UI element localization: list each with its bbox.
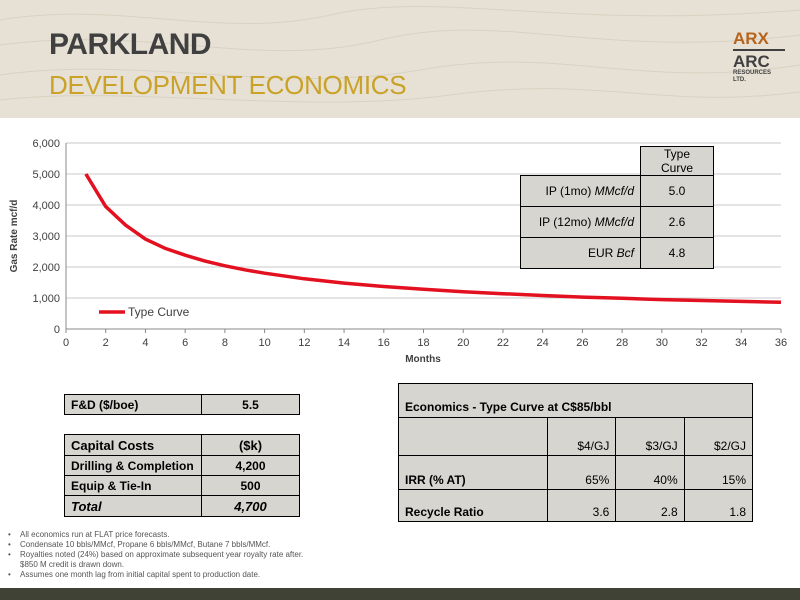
capital-total-label: Total bbox=[64, 495, 202, 517]
footnote-item: • Assumes one month lag from initial capi… bbox=[8, 570, 261, 579]
x-tick-label: 20 bbox=[457, 337, 469, 349]
x-tick-label: 16 bbox=[378, 337, 390, 349]
x-tick-label: 0 bbox=[63, 337, 69, 349]
economics-col-header: $2/GJ bbox=[683, 417, 754, 456]
x-tick-label: 8 bbox=[222, 337, 228, 349]
type-curve-line bbox=[84, 173, 782, 305]
economics-table: Economics - Type Curve at C$85/bbl $4/GJ… bbox=[398, 383, 754, 522]
capital-total-value: 4,700 bbox=[201, 495, 300, 517]
x-tick-label: 28 bbox=[616, 337, 628, 349]
economics-cell: 2.8 bbox=[615, 489, 685, 522]
y-tick-label: 3,000 bbox=[32, 231, 60, 243]
logo-arx-text: ARX bbox=[733, 29, 769, 48]
row-label: IP (1mo) bbox=[545, 184, 595, 198]
row-label: IP (12mo) bbox=[538, 215, 595, 229]
x-tick-label: 12 bbox=[298, 337, 310, 349]
economics-col-header: $3/GJ bbox=[615, 417, 685, 456]
page-subtitle: DEVELOPMENT ECONOMICS bbox=[49, 70, 407, 100]
y-tick-label: 2,000 bbox=[32, 262, 60, 274]
x-tick-label: 30 bbox=[656, 337, 668, 349]
footnotes: • All economics run at FLAT price forecas… bbox=[8, 530, 303, 580]
y-axis-label: Gas Rate mcf/d bbox=[9, 200, 20, 273]
logo-sub1: RESOURCES bbox=[733, 70, 772, 76]
capital-header-value: ($k) bbox=[201, 434, 300, 456]
capital-row-value: 4,200 bbox=[201, 455, 300, 476]
fd-label: F&D ($/boe) bbox=[64, 394, 202, 415]
legend-label: Type Curve bbox=[128, 305, 190, 319]
x-tick-label: 24 bbox=[537, 337, 549, 349]
x-tick-label: 10 bbox=[258, 337, 270, 349]
economics-col-header: $4/GJ bbox=[546, 417, 617, 456]
capital-costs-table: Capital Costs ($k) Drilling & Completion… bbox=[64, 434, 300, 517]
table-row: Equip & Tie-In 500 bbox=[64, 475, 300, 496]
economics-title: Economics - Type Curve at C$85/bbl bbox=[398, 383, 753, 418]
x-axis-ticks: 0 2 4 6 8 10 12 14 16 18 20 22 24 26 28 30 32 34 36 bbox=[63, 329, 787, 349]
y-tick-label: 0 bbox=[54, 324, 60, 336]
x-tick-label: 6 bbox=[182, 337, 188, 349]
x-tick-label: 4 bbox=[142, 337, 148, 349]
y-tick-label: 1,000 bbox=[32, 293, 60, 305]
chart-legend: Type Curve bbox=[99, 305, 190, 319]
table-row: IRR (% AT) 65% 40% 15% bbox=[398, 455, 754, 490]
economics-cell: 65% bbox=[546, 455, 617, 490]
economics-cell: 40% bbox=[615, 455, 685, 490]
table-row: Total 4,700 bbox=[64, 495, 300, 517]
x-tick-label: 18 bbox=[417, 337, 429, 349]
row-value: 5.0 bbox=[640, 175, 714, 207]
footer-bar bbox=[0, 588, 800, 600]
capital-row-value: 500 bbox=[201, 475, 300, 496]
footnote-item: • Condensate 10 bbls/MMcf, Propane 6 bbls… bbox=[8, 540, 271, 549]
economics-cell: 1.8 bbox=[683, 489, 754, 522]
y-tick-label: 6,000 bbox=[32, 138, 60, 150]
row-value: 2.6 bbox=[640, 206, 714, 238]
capital-row-label: Equip & Tie-In bbox=[64, 475, 202, 496]
table-row: IP (1mo) MMcf/d 5.0 bbox=[520, 175, 714, 207]
x-tick-label: 22 bbox=[497, 337, 509, 349]
row-unit: Bcf bbox=[616, 246, 634, 260]
type-curve-table-header: Type Curve bbox=[640, 146, 714, 176]
economics-row-label: IRR (% AT) bbox=[398, 455, 548, 490]
x-tick-label: 14 bbox=[338, 337, 350, 349]
table-row: Recycle Ratio 3.6 2.8 1.8 bbox=[398, 489, 754, 522]
arc-logo: ARX ARC RESOURCES LTD. bbox=[733, 30, 785, 84]
row-label: EUR bbox=[587, 246, 617, 260]
logo-arc-text: ARC bbox=[733, 49, 785, 70]
footnote-item: • Royalties noted (24%) based on approxim… bbox=[8, 550, 304, 559]
logo-sub2: LTD. bbox=[733, 77, 746, 83]
x-tick-label: 2 bbox=[103, 337, 109, 349]
fd-value: 5.5 bbox=[201, 394, 300, 415]
footnote-item: $850 M credit is drawn down. bbox=[20, 560, 125, 569]
economics-row-label: Recycle Ratio bbox=[398, 489, 548, 522]
page-title: PARKLAND bbox=[49, 28, 212, 61]
x-axis-label: Months bbox=[405, 354, 441, 365]
y-axis-ticks: 0 1,000 2,000 3,000 4,000 5,000 6,000 bbox=[32, 138, 60, 336]
table-row: EUR Bcf 4.8 bbox=[520, 237, 714, 269]
x-tick-label: 36 bbox=[775, 337, 787, 349]
table-row: IP (12mo) MMcf/d 2.6 bbox=[520, 206, 714, 238]
topo-background bbox=[0, 6, 800, 103]
row-unit: MMcf/d bbox=[594, 184, 634, 198]
footnote-item: • All economics run at FLAT price forecas… bbox=[8, 530, 170, 539]
header-banner: PARKLAND DEVELOPMENT ECONOMICS ARX ARC R… bbox=[0, 0, 800, 118]
economics-cell: 15% bbox=[683, 455, 754, 490]
economics-cell: 3.6 bbox=[546, 489, 617, 522]
y-tick-label: 4,000 bbox=[32, 200, 60, 212]
type-curve-table: Type Curve IP (1mo) MMcf/d 5.0 IP (12mo)… bbox=[520, 146, 714, 269]
row-unit: MMcf/d bbox=[594, 215, 634, 229]
x-tick-label: 26 bbox=[576, 337, 588, 349]
table-row: Drilling & Completion 4,200 bbox=[64, 455, 300, 476]
x-tick-label: 34 bbox=[735, 337, 747, 349]
capital-header-label: Capital Costs bbox=[64, 434, 202, 456]
y-tick-label: 5,000 bbox=[32, 169, 60, 181]
capital-row-label: Drilling & Completion bbox=[64, 455, 202, 476]
row-value: 4.8 bbox=[640, 237, 714, 269]
fd-table: F&D ($/boe) 5.5 bbox=[64, 394, 300, 415]
x-tick-label: 32 bbox=[695, 337, 707, 349]
